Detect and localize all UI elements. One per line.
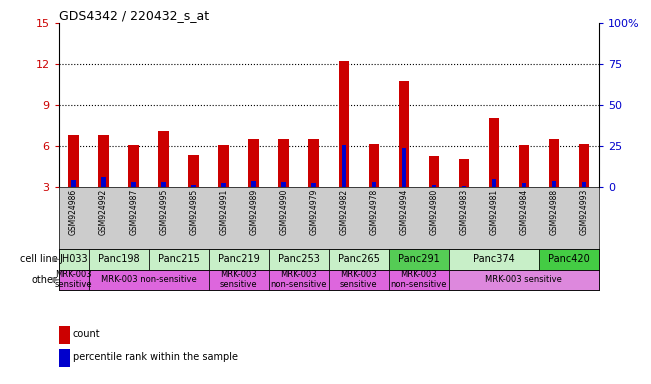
Bar (191, 185, 196, 187)
Bar (389, 249, 449, 270)
Bar (249, 139, 259, 187)
Bar (372, 182, 376, 187)
Bar (148, 249, 209, 270)
Bar (402, 148, 406, 187)
Bar (432, 185, 436, 187)
Text: cell line: cell line (20, 255, 58, 265)
Bar (128, 145, 139, 187)
Text: count: count (73, 329, 100, 339)
Bar (269, 249, 329, 270)
Text: JH033: JH033 (59, 255, 88, 265)
Bar (342, 145, 346, 187)
Bar (398, 81, 409, 187)
Text: GSM924993: GSM924993 (579, 189, 589, 235)
Bar (269, 270, 329, 290)
Bar (428, 156, 439, 187)
Text: Panc198: Panc198 (98, 255, 139, 265)
Bar (309, 139, 319, 187)
Text: GSM924995: GSM924995 (159, 189, 168, 235)
Text: MRK-003 sensitive: MRK-003 sensitive (486, 275, 562, 284)
Text: GSM924986: GSM924986 (69, 189, 78, 235)
Text: GSM924991: GSM924991 (219, 189, 229, 235)
Bar (329, 270, 389, 290)
Bar (521, 183, 526, 187)
Text: Panc215: Panc215 (158, 255, 200, 265)
Bar (458, 159, 469, 187)
Bar (462, 186, 466, 187)
Bar (311, 183, 316, 187)
Text: GSM924985: GSM924985 (189, 189, 198, 235)
Bar (132, 182, 136, 187)
Bar (539, 249, 599, 270)
Bar (551, 180, 556, 187)
Bar (281, 182, 286, 187)
Text: MRK-003
non-sensitive: MRK-003 non-sensitive (270, 270, 327, 290)
Bar (389, 270, 449, 290)
Text: Panc291: Panc291 (398, 255, 439, 265)
Text: GSM924990: GSM924990 (279, 189, 288, 235)
Bar (279, 139, 289, 187)
Bar (219, 145, 229, 187)
Bar (209, 249, 269, 270)
Bar (339, 61, 349, 187)
Text: GDS4342 / 220432_s_at: GDS4342 / 220432_s_at (59, 9, 209, 22)
Bar (449, 249, 539, 270)
Bar (158, 131, 169, 187)
Bar (492, 179, 496, 187)
Bar (449, 270, 599, 290)
Text: MRK-003
sensitive: MRK-003 sensitive (220, 270, 258, 290)
Text: GSM924989: GSM924989 (249, 189, 258, 235)
Bar (72, 180, 76, 187)
Text: MRK-003
sensitive: MRK-003 sensitive (340, 270, 378, 290)
Text: GSM924984: GSM924984 (519, 189, 529, 235)
Text: GSM924982: GSM924982 (339, 189, 348, 235)
Text: Panc253: Panc253 (278, 255, 320, 265)
Bar (549, 139, 559, 187)
Bar (519, 145, 529, 187)
Text: GSM924994: GSM924994 (399, 189, 408, 235)
Bar (489, 118, 499, 187)
Text: MRK-003 non-sensitive: MRK-003 non-sensitive (101, 275, 197, 284)
Text: GSM924988: GSM924988 (549, 189, 559, 235)
Bar (221, 183, 226, 187)
Bar (188, 154, 199, 187)
Text: MRK-003
sensitive: MRK-003 sensitive (55, 270, 92, 290)
Text: GSM924981: GSM924981 (490, 189, 499, 235)
Text: GSM924979: GSM924979 (309, 189, 318, 235)
Bar (59, 270, 89, 290)
Text: GSM924980: GSM924980 (429, 189, 438, 235)
Text: other: other (32, 275, 58, 285)
Text: GSM924992: GSM924992 (99, 189, 108, 235)
Text: Panc265: Panc265 (338, 255, 380, 265)
Text: percentile rank within the sample: percentile rank within the sample (73, 352, 238, 362)
Bar (251, 180, 256, 187)
Bar (161, 182, 166, 187)
Text: GSM924987: GSM924987 (129, 189, 138, 235)
Bar (579, 144, 589, 187)
Bar (68, 136, 79, 187)
Bar (102, 177, 106, 187)
Text: MRK-003
non-sensitive: MRK-003 non-sensitive (391, 270, 447, 290)
Bar (329, 249, 389, 270)
Bar (98, 136, 109, 187)
Text: Panc420: Panc420 (548, 255, 590, 265)
Bar (89, 270, 209, 290)
Text: Panc374: Panc374 (473, 255, 515, 265)
Text: GSM924978: GSM924978 (369, 189, 378, 235)
Bar (368, 144, 379, 187)
Bar (209, 270, 269, 290)
Text: Panc219: Panc219 (218, 255, 260, 265)
Bar (89, 249, 148, 270)
Bar (581, 182, 586, 187)
Text: GSM924983: GSM924983 (460, 189, 468, 235)
Bar (59, 249, 89, 270)
